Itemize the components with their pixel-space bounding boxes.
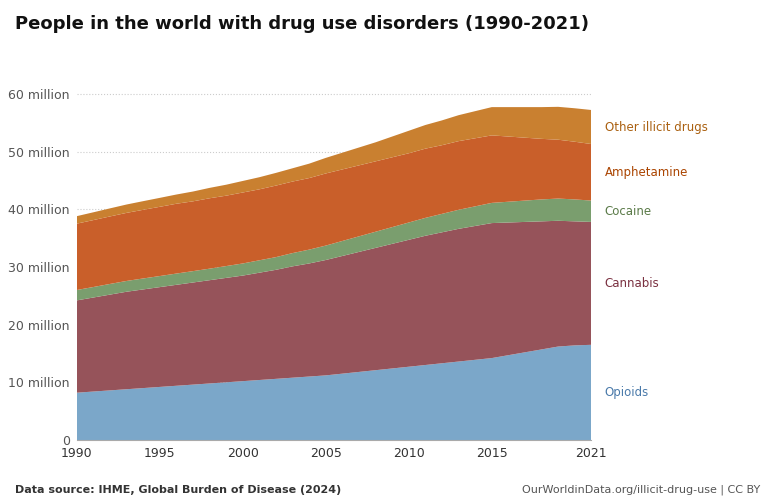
Text: OurWorldinData.org/illicit-drug-use | CC BY: OurWorldinData.org/illicit-drug-use | CC… (522, 484, 760, 495)
Text: Cannabis: Cannabis (604, 277, 660, 290)
Text: Opioids: Opioids (604, 386, 649, 399)
Text: Other illicit drugs: Other illicit drugs (604, 120, 707, 134)
Text: Data source: IHME, Global Burden of Disease (2024): Data source: IHME, Global Burden of Dise… (15, 485, 342, 495)
Text: Amphetamine: Amphetamine (604, 166, 688, 179)
Text: Cocaine: Cocaine (604, 205, 652, 218)
Text: People in the world with drug use disorders (1990-2021): People in the world with drug use disord… (15, 15, 589, 33)
